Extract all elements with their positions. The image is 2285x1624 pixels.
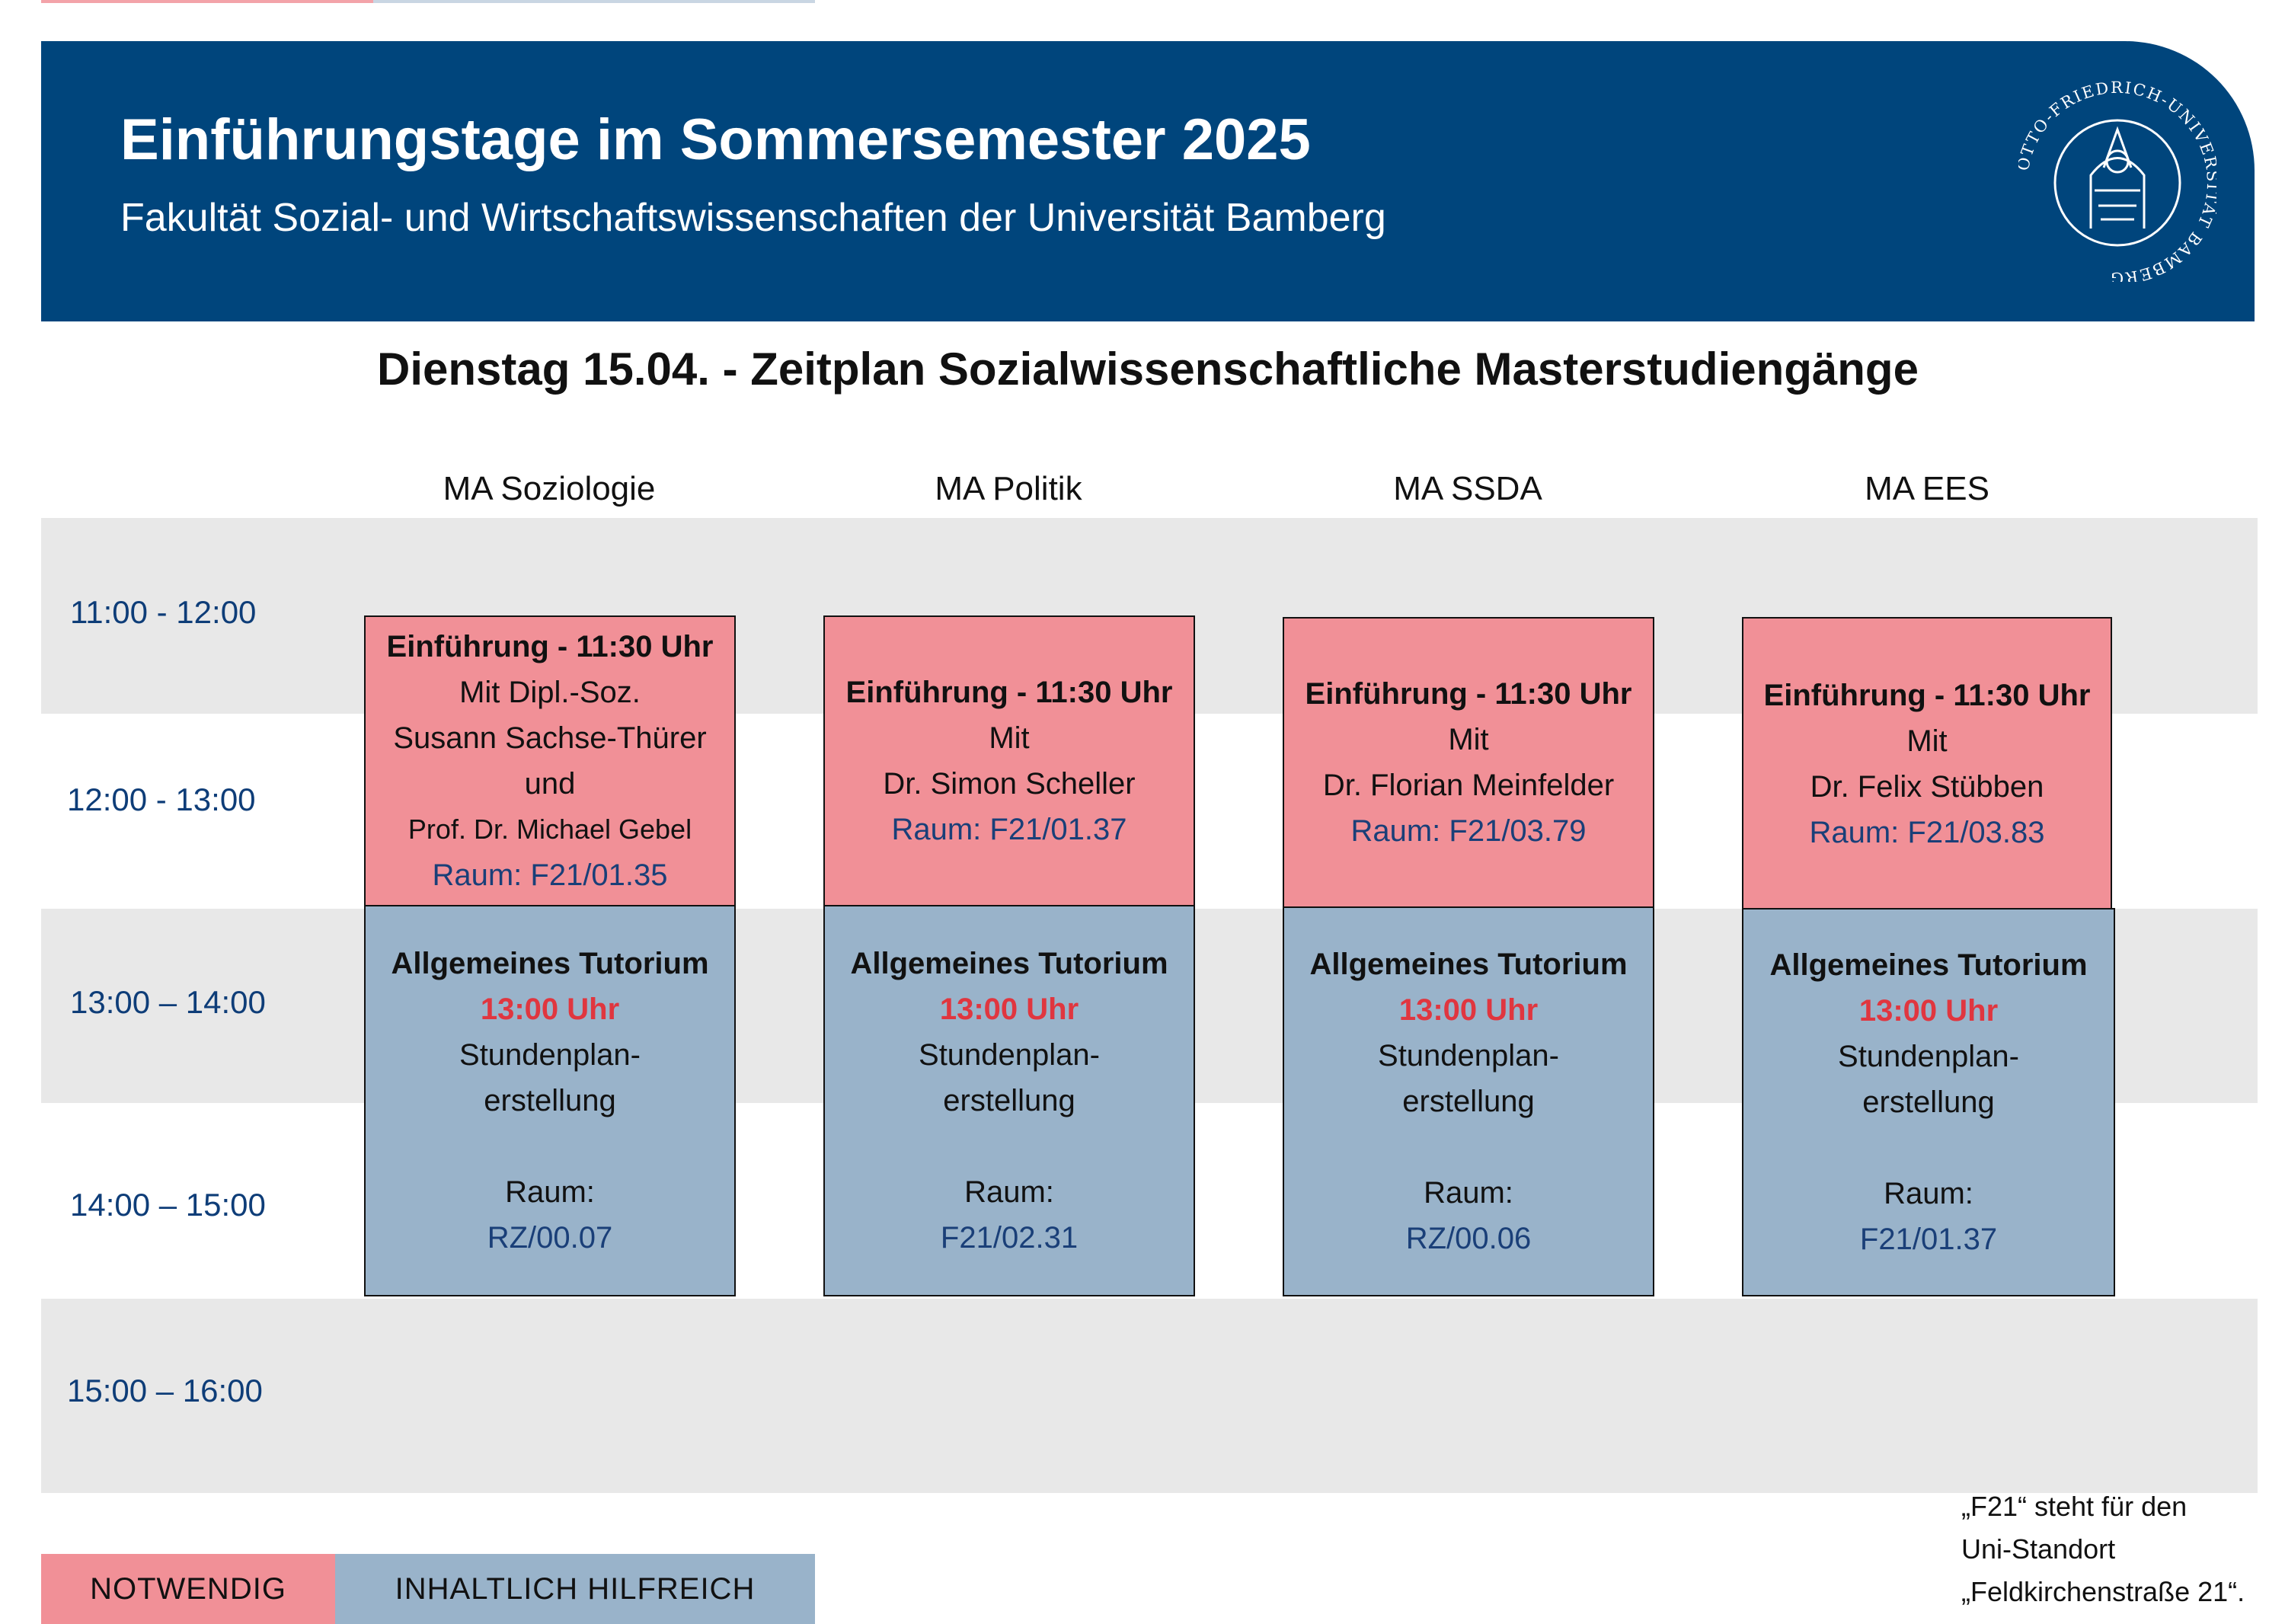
intro-session-politik: Einführung - 11:30 Uhr Mit Dr. Simon Sch… bbox=[823, 615, 1195, 906]
intro-session-ssda: Einführung - 11:30 Uhr Mit Dr. Florian M… bbox=[1283, 617, 1654, 908]
tutorial-politik: Allgemeines Tutorium 13:00 Uhr Stundenpl… bbox=[823, 905, 1195, 1296]
column-header-politik: MA Politik bbox=[935, 470, 1082, 507]
intro-session-soziologie: Einführung - 11:30 Uhr Mit Dipl.-Soz. Su… bbox=[364, 615, 736, 906]
time-label: 13:00 – 14:00 bbox=[70, 984, 266, 1020]
column-header-ssda: MA SSDA bbox=[1393, 470, 1542, 507]
column-header-ees: MA EES bbox=[1865, 470, 1989, 507]
banner-subtitle: Fakultät Sozial- und Wirtschaftswissensc… bbox=[120, 196, 1386, 240]
intro-session-ees: Einführung - 11:30 Uhr Mit Dr. Felix Stü… bbox=[1742, 617, 2112, 911]
page-heading: Dienstag 15.04. - Zeitplan Sozialwissens… bbox=[377, 344, 1919, 395]
time-band-5 bbox=[41, 1299, 2258, 1493]
legend-helpful: INHALTLICH HILFREICH bbox=[335, 1554, 815, 1624]
tutorial-ees: Allgemeines Tutorium 13:00 Uhr Stundenpl… bbox=[1742, 908, 2115, 1296]
time-label: 11:00 - 12:00 bbox=[70, 594, 257, 630]
legend-required-label: NOTWENDIG bbox=[90, 1572, 286, 1606]
column-header-soziologie: MA Soziologie bbox=[443, 470, 656, 507]
top-accent-blue bbox=[373, 0, 815, 3]
header-banner bbox=[41, 41, 2255, 321]
svg-text:OTTO-FRIEDRICH-UNIVERSITÄT BAM: OTTO-FRIEDRICH-UNIVERSITÄT BAMBERG bbox=[2018, 78, 2216, 282]
tutorial-ssda: Allgemeines Tutorium 13:00 Uhr Stundenpl… bbox=[1283, 906, 1654, 1296]
footnote: „F21“ steht für den Uni-Standort „Feldki… bbox=[1961, 1491, 2245, 1607]
legend-helpful-label: INHALTLICH HILFREICH bbox=[395, 1572, 756, 1606]
legend-required: NOTWENDIG bbox=[41, 1554, 335, 1624]
time-label: 12:00 - 13:00 bbox=[67, 782, 256, 817]
time-label: 15:00 – 16:00 bbox=[67, 1373, 263, 1408]
time-label: 14:00 – 15:00 bbox=[70, 1187, 266, 1223]
banner-title: Einführungstage im Sommersemester 2025 bbox=[120, 107, 1311, 172]
university-seal-logo: OTTO-FRIEDRICH-UNIVERSITÄT BAMBERG bbox=[2018, 78, 2216, 282]
top-accent-red bbox=[41, 0, 373, 3]
tutorial-soziologie: Allgemeines Tutorium 13:00 Uhr Stundenpl… bbox=[364, 905, 736, 1296]
